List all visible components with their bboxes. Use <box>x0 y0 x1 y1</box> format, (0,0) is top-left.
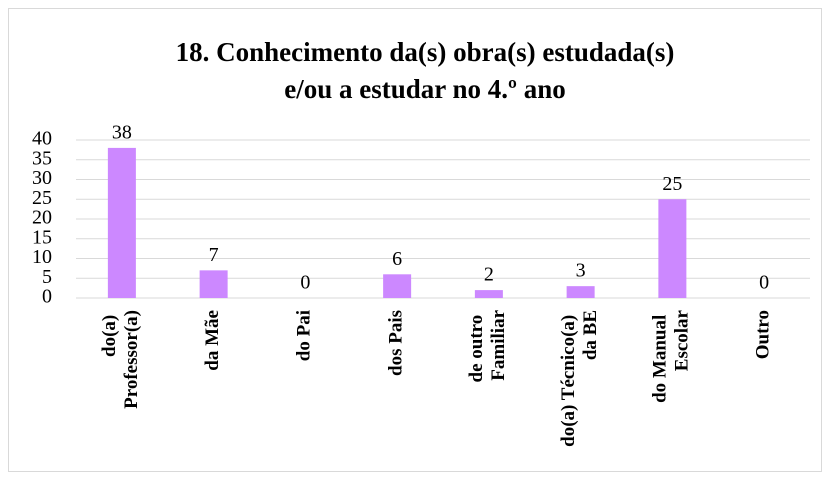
value-label: 6 <box>392 248 402 270</box>
bar <box>199 270 228 298</box>
x-tick-label-line: da Mãe <box>202 310 223 371</box>
x-tick-label-line: de outro <box>466 310 487 382</box>
bar <box>107 147 136 298</box>
x-tick-label-line: da BE <box>580 310 601 360</box>
y-tick-label: 35 <box>32 147 52 169</box>
x-tick-label: do(a) Professor(a) <box>99 310 142 409</box>
y-tick-label: 20 <box>32 207 52 229</box>
x-tick-label: dos Pais <box>385 310 406 376</box>
value-label: 0 <box>300 272 310 294</box>
y-tick-label: 40 <box>32 128 52 150</box>
bar <box>474 290 503 298</box>
x-tick-label: do Manual Escolar <box>650 309 693 402</box>
bar <box>658 199 687 298</box>
x-tick-label: Outro <box>752 310 773 359</box>
x-tick-label: de outro Familiar <box>466 309 509 382</box>
y-tick-label: 25 <box>32 187 52 209</box>
x-tick-label-line: Escolar <box>672 309 693 371</box>
value-label: 25 <box>662 173 682 195</box>
x-tick-label-line: dos Pais <box>385 310 406 376</box>
x-tick-label-line: Familiar <box>488 309 509 380</box>
y-tick-label: 15 <box>32 226 52 248</box>
x-tick-label: da Mãe <box>202 310 223 371</box>
y-tick-label: 10 <box>32 246 52 268</box>
x-tick-label-line: do(a) Técnico(a) <box>558 310 579 447</box>
x-tick-label-line: Professor(a) <box>121 310 142 409</box>
y-tick-label: 0 <box>42 286 52 308</box>
x-tick-label-line: do(a) <box>99 310 120 357</box>
chart-title: 18. Conhecimento da(s) obra(s) estudada(… <box>176 37 675 67</box>
y-tick-label: 5 <box>42 266 52 288</box>
x-tick-label-line: Outro <box>752 310 773 359</box>
x-tick-label-line: do Pai <box>294 310 315 361</box>
chart-title: e/ou a estudar no 4.º ano <box>284 74 565 104</box>
bar <box>566 286 595 298</box>
y-tick-label: 30 <box>32 167 52 189</box>
value-label: 7 <box>209 244 219 266</box>
value-label: 38 <box>112 121 132 143</box>
x-tick-label: do(a) Técnico(a) da BE <box>558 310 601 447</box>
bar <box>383 274 412 298</box>
x-tick-label: do Pai <box>294 310 315 361</box>
value-label: 0 <box>759 272 769 294</box>
value-label: 3 <box>576 260 586 282</box>
x-tick-label-line: do Manual <box>650 310 671 403</box>
value-label: 2 <box>484 264 494 286</box>
